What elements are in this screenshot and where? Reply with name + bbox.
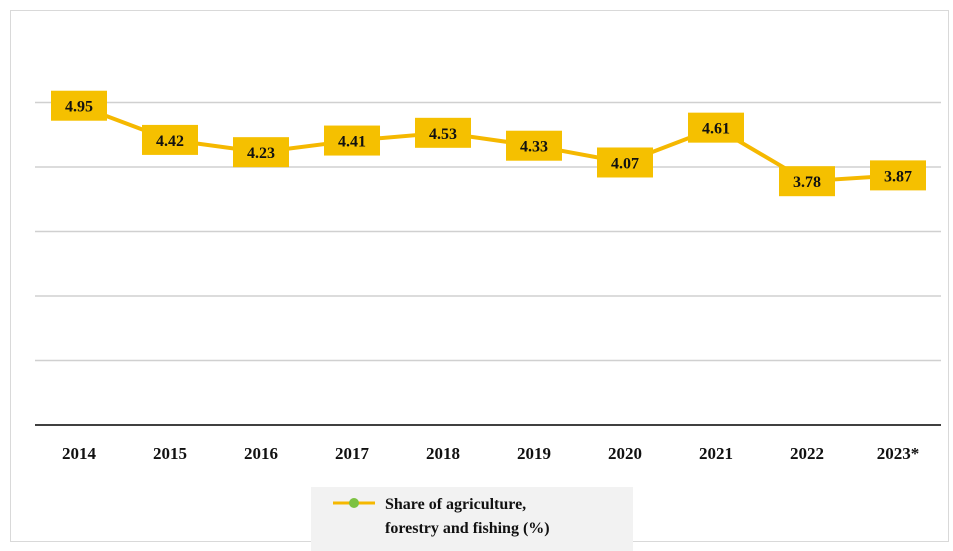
data-label-box [597,147,653,178]
data-label: 4.42 [156,133,184,150]
chart-frame: 2014 2015 2016 2017 2018 2019 2020 2021 2022 2023… [10,10,949,551]
data-label-box [233,137,289,168]
data-label: 3.78 [793,174,821,191]
x-tick-label: 2016 [244,444,278,463]
data-labels: 4.95 4.42 4.23 4.41 4.53 4.33 4.07 4.61 3.78 3.87 [51,90,926,197]
data-label-box [506,130,562,161]
x-tick-label: 2020 [608,444,642,463]
x-tick-label: 2014 [62,444,97,463]
legend-line-marker-icon [333,498,375,508]
series-line [78,103,899,184]
data-label-box [324,125,380,156]
data-label-box [779,166,835,197]
data-label-box [415,117,471,148]
legend-label: Share of agriculture, forestry and fishi… [385,496,550,537]
data-label: 3.87 [884,168,912,185]
data-label: 4.61 [702,121,730,138]
data-label: 4.23 [247,145,275,162]
x-tick-label: 2015 [153,444,187,463]
data-label-box [870,160,926,191]
data-label-box [688,112,744,143]
x-axis: 2014 2015 2016 2017 2018 2019 2020 2021 2022 2023… [35,424,941,463]
data-label: 4.53 [429,126,457,143]
data-label: 4.41 [338,134,366,151]
data-label: 4.95 [65,99,93,116]
x-tick-label: 2018 [426,444,460,463]
data-label: 4.07 [611,155,639,172]
x-tick-label: 2022 [790,444,824,463]
x-tick-label: 2017 [335,444,370,463]
legend: Share of agriculture, forestry and fishi… [311,487,633,551]
x-tick-label: 2021 [699,444,733,463]
x-tick-label: 2019 [517,444,551,463]
line-chart: 2014 2015 2016 2017 2018 2019 2020 2021 2022 2023… [35,90,941,463]
data-label: 4.33 [520,139,548,156]
data-label-box [142,124,198,155]
x-tick-label: 2023* [877,444,920,463]
data-label-box [51,90,107,121]
